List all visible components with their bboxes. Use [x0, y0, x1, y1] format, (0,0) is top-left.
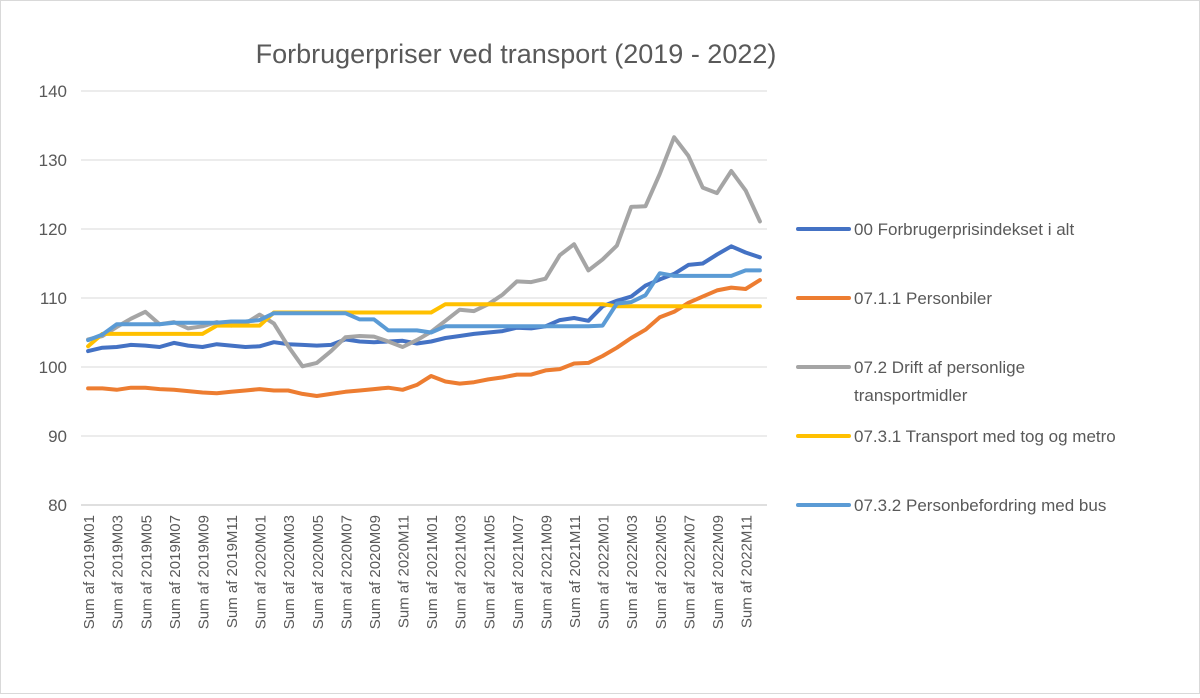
y-tick-label: 90 [48, 427, 67, 446]
x-tick-label: Sum af 2021M03 [453, 515, 470, 629]
legend-label: 00 Forbrugerprisindekset i alt [854, 220, 1074, 239]
x-tick-label: Sum af 2021M07 [510, 515, 527, 629]
x-tick-label: Sum af 2020M09 [367, 515, 384, 629]
series-line [86, 135, 762, 369]
x-tick-label: Sum af 2022M03 [624, 515, 641, 629]
series-line [86, 302, 762, 349]
x-tick-label: Sum af 2021M09 [538, 515, 555, 629]
y-tick-label: 80 [48, 496, 67, 515]
x-tick-label: Sum af 2022M09 [710, 515, 727, 629]
x-tick-label: Sum af 2021M01 [424, 515, 441, 629]
legend-label: 07.2 Drift af personlige [854, 358, 1025, 377]
y-tick-label: 140 [39, 82, 67, 101]
x-tick-label: Sum af 2020M03 [281, 515, 298, 629]
x-tick-label: Sum af 2020M07 [338, 515, 355, 629]
x-tick-label: Sum af 2022M11 [739, 515, 756, 628]
series-line [86, 278, 762, 398]
x-tick-label: Sum af 2021M11 [567, 515, 584, 628]
y-tick-label: 100 [39, 358, 67, 377]
x-tick-label: Sum af 2022M01 [596, 515, 613, 629]
legend: 00 Forbrugerprisindekset i alt 07.1.1 Per… [796, 220, 1116, 515]
x-tick-label: Sum af 2019M05 [138, 515, 155, 629]
x-tick-label: Sum af 2019M09 [195, 515, 212, 629]
legend-label: 07.1.1 Personbiler [854, 289, 992, 308]
chart-title: Forbrugerpriser ved transport (2019 - 20… [256, 39, 777, 69]
x-tick-label: Sum af 2022M05 [653, 515, 670, 629]
x-tick-label: Sum af 2021M05 [481, 515, 498, 629]
y-axis: 80 90 100 110 120 130 140 [39, 82, 67, 515]
series-line [86, 244, 762, 354]
x-tick-label: Sum af 2019M03 [110, 515, 127, 629]
y-tick-label: 120 [39, 220, 67, 239]
y-tick-label: 110 [40, 289, 67, 308]
series-line [86, 268, 762, 343]
legend-label: 07.3.2 Personbefordring med bus [854, 496, 1106, 515]
gridlines [81, 90, 767, 506]
x-tick-label: Sum af 2020M11 [396, 515, 413, 628]
x-tick-label: Sum af 2019M11 [224, 515, 241, 628]
x-tick-label: Sum af 2019M01 [81, 515, 98, 629]
y-tick-label: 130 [39, 151, 67, 170]
x-axis: Sum af 2019M01 Sum af 2019M03 Sum af 2019M… [81, 515, 755, 629]
x-tick-label: Sum af 2020M05 [310, 515, 327, 629]
x-tick-label: Sum af 2019M07 [167, 515, 184, 629]
x-tick-label: Sum af 2022M07 [681, 515, 698, 629]
legend-label: transportmidler [854, 386, 968, 405]
series-lines [86, 135, 762, 398]
legend-label: 07.3.1 Transport med tog og metro [854, 427, 1116, 446]
x-tick-label: Sum af 2020M01 [253, 515, 270, 629]
